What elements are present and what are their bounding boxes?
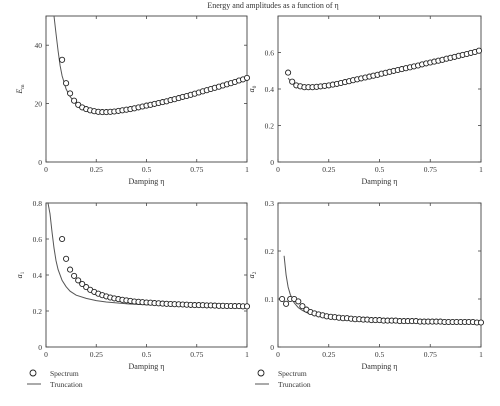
x-tick-label: 0 [276,165,280,174]
spectrum-point [289,78,296,85]
x-tick-label: 0.5 [375,350,385,359]
y-tick-label: 0.8 [33,199,43,208]
x-tick-label: 0.75 [190,165,203,174]
spectrum-point [243,74,251,81]
x-tick-label: 1 [245,165,249,174]
x-tick-label: 0.25 [322,350,335,359]
spectrum-point [63,80,70,87]
y-tick-label: 0.2 [265,247,275,256]
y-tick-label: 0.2 [33,307,43,316]
truncation-curve [53,16,247,113]
x-tick-label: 0.25 [322,165,335,174]
y-axis-label: a1 [15,271,26,278]
legend-left: Spectrum Truncation [27,369,83,389]
panel-a0: 0 0.25 0.5 0.75 1 0 0.2 0.4 0.6 Damping η a0 [247,15,483,186]
x-tick-label: 0.5 [142,165,152,174]
spectrum-point [283,300,290,307]
x-tick-label: 1 [479,165,483,174]
y-tick-label: 20 [35,100,43,109]
spectrum-point [59,235,66,243]
x-tick-label: 0 [44,350,48,359]
y-tick-label: 0.3 [265,199,275,208]
spectrum-point [71,272,78,279]
y-tick-label: 0.2 [265,122,275,131]
y-tick-label: 0 [270,158,274,167]
legend-right: Spectrum Truncation [255,369,311,389]
spectrum-point [59,56,66,63]
figure-title: Energy and amplitudes as a function of η [207,1,338,10]
y-tick-label: 0.4 [33,271,43,280]
truncation-curve [47,203,247,307]
spectrum-point [295,298,302,305]
legend-truncation-label: Truncation [50,380,83,389]
y-tick-label: 0.1 [265,295,275,304]
spectrum-point [299,303,306,310]
spectrum-point [285,69,292,76]
x-tick-label: 1 [245,350,249,359]
y-tick-label: 0.4 [265,85,275,94]
x-tick-label: 0.5 [142,350,152,359]
y-tick-label: 0.6 [33,235,43,244]
x-tick-label: 0.75 [424,350,437,359]
x-tick-label: 0 [276,350,280,359]
spectrum-point [71,97,78,104]
y-tick-label: 0 [38,158,42,167]
y-axis-label: Em [15,84,26,95]
legend-spectrum-label: Spectrum [50,369,79,378]
x-tick-label: 0 [44,165,48,174]
x-tick-label: 1 [479,350,483,359]
y-tick-label: 0 [270,343,274,352]
panel-energy: 0 0.25 0.5 0.75 1 0 20 40 Damping η Em [15,15,251,186]
spectrum-point [279,295,286,303]
x-tick-label: 0.5 [375,165,385,174]
spectrum-point [63,255,70,262]
x-tick-label: 0.25 [90,165,103,174]
x-axis-label: Damping η [362,362,398,371]
spectrum-point [67,266,74,273]
y-tick-label: 0.6 [265,49,275,58]
x-axis-label: Damping η [129,362,165,371]
legend-spectrum-marker [29,369,37,377]
x-tick-label: 0.75 [424,165,437,174]
x-axis-label: Damping η [129,177,165,186]
x-tick-label: 0.25 [90,350,103,359]
spectrum-point [79,280,86,288]
y-tick-label: 40 [35,41,43,50]
spectrum-point [475,47,483,54]
spectrum-point [75,277,82,284]
spectrum-point [477,319,485,326]
spectrum-point [67,90,74,97]
x-axis-label: Damping η [362,177,398,186]
panel-a2: 0 0.25 0.5 0.75 1 0 0.1 0.2 0.3 Damping η a2 [247,199,485,371]
panel-a1: 0 0.25 0.5 0.75 1 0 0.2 0.4 0.6 0.8 Damping η a1 [15,199,251,371]
y-tick-label: 0 [38,343,42,352]
x-tick-label: 0.75 [190,350,203,359]
spectrum-point [243,303,251,310]
y-axis-label: a2 [247,271,258,278]
legend-truncation-label: Truncation [278,380,311,389]
plot-frame [277,202,482,348]
legend-spectrum-marker [257,369,265,377]
y-axis-label: a0 [247,85,258,92]
legend-spectrum-label: Spectrum [278,369,307,378]
